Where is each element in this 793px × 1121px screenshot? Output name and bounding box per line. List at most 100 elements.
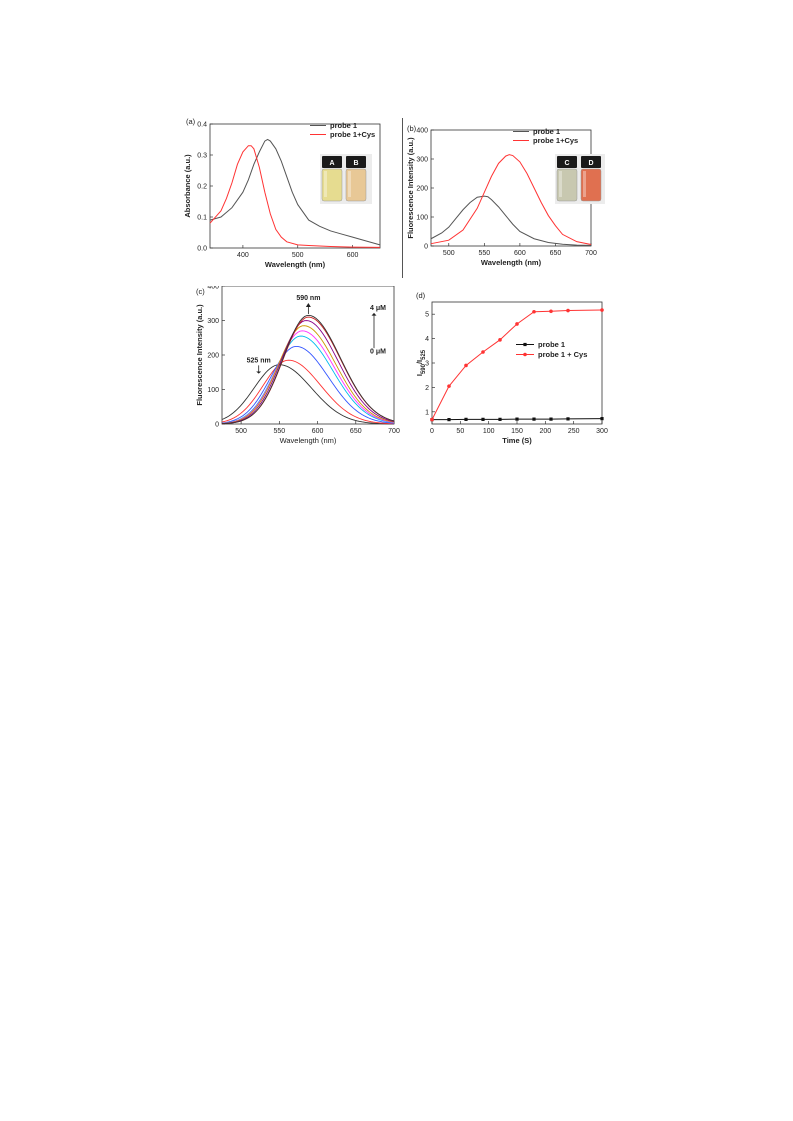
x-tick-label: 150 bbox=[511, 428, 523, 435]
vial-highlight bbox=[348, 171, 351, 197]
data-point bbox=[464, 417, 468, 421]
y-axis-label-part: I bbox=[415, 374, 424, 376]
x-tick-label: 550 bbox=[478, 250, 490, 257]
y-tick-label: 200 bbox=[416, 186, 428, 193]
y-tick-label: 0 bbox=[424, 244, 428, 251]
x-tick-label: 100 bbox=[483, 428, 495, 435]
x-tick-label: 550 bbox=[273, 428, 285, 435]
y-tick-label: 0.2 bbox=[197, 184, 207, 191]
chart-panel-b: 500 550 600 650 700 0 100 200 300 400 Wavelength (… bbox=[406, 124, 605, 267]
chart-panel-d: 0 50 100 150 200 250 300 1 2 3 4 5 Time (S) (d) I590/I… bbox=[415, 291, 608, 445]
x-axis-label: Wavelength (nm) bbox=[280, 436, 337, 445]
y-tick-label: 0 bbox=[215, 422, 219, 429]
data-point bbox=[532, 417, 536, 421]
annotation-590nm: 590 nm bbox=[296, 295, 320, 302]
vial-body bbox=[556, 168, 578, 202]
x-tick-label: 600 bbox=[347, 252, 359, 259]
x-tick-label: 0 bbox=[430, 428, 434, 435]
legend-label: probe 1+Cys bbox=[330, 130, 375, 139]
titration-curve bbox=[221, 359, 395, 425]
x-tick-label: 300 bbox=[596, 428, 608, 435]
vial-cap bbox=[581, 156, 601, 168]
y-tick-label: 100 bbox=[207, 387, 219, 394]
y-tick-label: 0.3 bbox=[197, 153, 207, 160]
y-axis-label: I590/I525 bbox=[415, 349, 427, 376]
y-axis-label-subscript: 525 bbox=[421, 349, 427, 360]
series-line bbox=[431, 309, 603, 420]
data-point bbox=[498, 338, 502, 342]
vial-cap bbox=[346, 156, 366, 168]
conc-arrow-head bbox=[371, 312, 377, 316]
y-tick-label: 400 bbox=[207, 286, 219, 291]
vial-cap bbox=[557, 156, 577, 168]
titration-curve bbox=[221, 364, 395, 425]
y-tick-label: 200 bbox=[207, 353, 219, 360]
data-point bbox=[481, 350, 485, 354]
titration-curve bbox=[221, 325, 395, 424]
data-point bbox=[566, 417, 570, 421]
y-tick-label: 0.0 bbox=[197, 246, 207, 253]
panel-divider bbox=[402, 118, 403, 278]
titration-curve bbox=[221, 345, 395, 424]
data-point bbox=[498, 417, 502, 421]
x-tick-label: 250 bbox=[568, 428, 580, 435]
vial-label: D bbox=[588, 160, 593, 167]
y-tick-label: 300 bbox=[207, 318, 219, 325]
x-tick-label: 600 bbox=[514, 250, 526, 257]
series-line bbox=[430, 154, 592, 246]
panel-label: (b) bbox=[407, 124, 417, 133]
annotation-4uM: 4 μM bbox=[370, 305, 386, 312]
data-point bbox=[464, 363, 468, 368]
series-line bbox=[432, 418, 603, 421]
y-axis-label: Fluorescence Intensity (a.u.) bbox=[195, 304, 204, 406]
y-axis-label: Fluorescence Intensity (a.u.) bbox=[406, 137, 415, 239]
annotation-0uM: 0 μM bbox=[370, 348, 386, 355]
legend-marker bbox=[523, 352, 527, 357]
x-tick-label: 50 bbox=[456, 428, 464, 435]
vial-cap bbox=[322, 156, 342, 168]
x-tick-label: 500 bbox=[235, 428, 247, 435]
legend-label: probe 1+Cys bbox=[533, 136, 578, 145]
titration-curve bbox=[221, 320, 395, 425]
data-point bbox=[532, 309, 536, 314]
titration-curve bbox=[221, 330, 395, 424]
data-point bbox=[566, 308, 570, 313]
legend-marker bbox=[523, 342, 527, 347]
y-tick-label: 4 bbox=[425, 336, 429, 343]
arrow-up-head bbox=[305, 303, 311, 307]
vial-label: C bbox=[564, 160, 569, 167]
panel-label: (c) bbox=[196, 287, 205, 296]
data-point bbox=[515, 417, 519, 421]
arrow-down-head bbox=[256, 371, 262, 374]
data-point bbox=[515, 322, 519, 326]
x-tick-label: 700 bbox=[388, 428, 400, 435]
panel-label: (a) bbox=[186, 117, 196, 126]
x-axis-label: Wavelength (nm) bbox=[481, 258, 542, 267]
chart-panel-c: 500 550 600 650 700 0 100 200 300 400 Wavelength (… bbox=[195, 286, 400, 445]
y-axis-label-subscript: 590 bbox=[421, 363, 427, 374]
series-line bbox=[430, 195, 592, 246]
vial-body bbox=[580, 168, 602, 202]
vial-highlight bbox=[324, 171, 327, 197]
y-tick-label: 1 bbox=[425, 409, 429, 416]
titration-curve bbox=[221, 335, 395, 424]
y-tick-label: 0.1 bbox=[197, 215, 207, 222]
x-tick-label: 500 bbox=[443, 250, 455, 257]
series-line bbox=[209, 145, 381, 248]
y-tick-label: 0.4 bbox=[197, 122, 207, 129]
x-tick-label: 650 bbox=[550, 250, 562, 257]
vial-label: B bbox=[353, 160, 358, 167]
y-tick-label: 100 bbox=[416, 215, 428, 222]
data-point bbox=[600, 308, 604, 312]
legend-label: probe 1 bbox=[533, 127, 560, 136]
x-axis-label: Time (S) bbox=[502, 436, 532, 445]
y-tick-label: 400 bbox=[416, 128, 428, 135]
x-tick-label: 200 bbox=[539, 428, 551, 435]
titration-curve bbox=[221, 314, 395, 425]
x-tick-label: 600 bbox=[312, 428, 324, 435]
vial-label: A bbox=[329, 160, 334, 167]
data-point bbox=[481, 417, 485, 421]
data-point bbox=[549, 417, 553, 421]
x-tick-label: 500 bbox=[292, 252, 304, 259]
x-tick-label: 650 bbox=[350, 428, 362, 435]
